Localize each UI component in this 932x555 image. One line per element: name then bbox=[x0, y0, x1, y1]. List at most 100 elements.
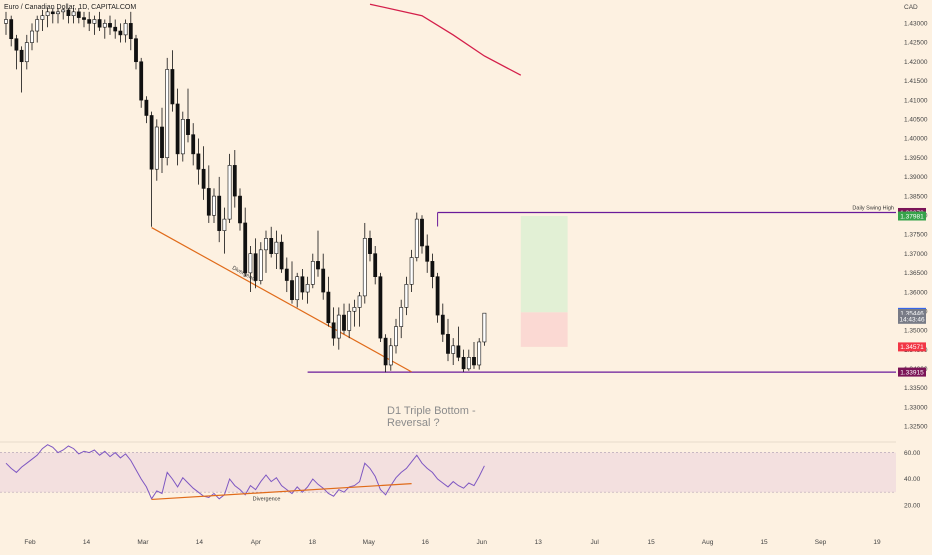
candle-body bbox=[357, 295, 362, 308]
candle bbox=[347, 303, 352, 339]
price-tick-label: 1.41000 bbox=[904, 97, 928, 104]
candle bbox=[40, 9, 45, 32]
candle-body bbox=[404, 284, 409, 308]
price-tick-label: 1.33000 bbox=[904, 404, 928, 411]
candle-body bbox=[217, 195, 222, 231]
candle-body bbox=[258, 249, 263, 281]
candle-body bbox=[71, 11, 76, 16]
candle bbox=[482, 312, 487, 346]
candle bbox=[9, 15, 14, 47]
candle-body bbox=[9, 19, 14, 40]
date-tick-label: 15 bbox=[648, 539, 656, 546]
candle-body bbox=[331, 322, 336, 339]
candle bbox=[170, 50, 175, 112]
candle bbox=[388, 338, 393, 371]
rsi-pane: Divergence 60.00 40.00 20.00 bbox=[0, 444, 921, 510]
candle-body bbox=[165, 69, 170, 159]
candle-body bbox=[24, 42, 29, 63]
candle-body bbox=[316, 261, 320, 270]
price-tick-label: 1.36000 bbox=[904, 289, 928, 296]
candle-body bbox=[238, 195, 242, 224]
candle-body bbox=[45, 11, 50, 16]
price-tag-label: 14:43:46 bbox=[899, 317, 925, 324]
date-tick-label: 14 bbox=[83, 539, 91, 546]
candle bbox=[123, 19, 128, 43]
candle bbox=[149, 111, 154, 227]
candle-body bbox=[92, 19, 97, 24]
price-tick-label: 1.37500 bbox=[904, 232, 928, 239]
candle bbox=[76, 8, 81, 24]
rsi-line bbox=[5, 444, 485, 500]
candle-body bbox=[108, 23, 112, 28]
candle-body bbox=[134, 38, 138, 63]
candle-body bbox=[409, 257, 414, 285]
candle bbox=[414, 212, 419, 262]
candle-body bbox=[191, 134, 196, 155]
candle-body bbox=[430, 261, 435, 277]
candle-body bbox=[461, 357, 466, 370]
candle bbox=[279, 234, 284, 273]
date-tick-label: 13 bbox=[535, 539, 543, 546]
candle-body bbox=[14, 38, 19, 51]
price-tick-label: 1.32500 bbox=[904, 424, 928, 431]
candle bbox=[82, 11, 86, 28]
candle bbox=[248, 245, 253, 293]
candle-body bbox=[368, 238, 372, 254]
candle-body bbox=[19, 49, 24, 63]
candle bbox=[258, 242, 263, 285]
candle-body bbox=[420, 218, 424, 247]
candle bbox=[102, 19, 107, 39]
candle bbox=[14, 34, 19, 70]
price-tick-label: 1.43000 bbox=[904, 21, 928, 28]
candle-body bbox=[123, 23, 128, 36]
candle bbox=[425, 234, 430, 273]
candle bbox=[310, 253, 315, 289]
candle bbox=[404, 276, 409, 316]
candle bbox=[35, 15, 40, 43]
candle bbox=[180, 111, 185, 162]
price-tag-bg bbox=[898, 211, 926, 221]
price-tick-label: 1.36500 bbox=[904, 270, 928, 277]
candle-body bbox=[383, 337, 388, 366]
candle bbox=[435, 272, 440, 323]
candle-body bbox=[243, 222, 248, 274]
candle bbox=[284, 257, 289, 293]
candle-body bbox=[170, 69, 175, 105]
candle-body bbox=[87, 19, 92, 24]
candle-body bbox=[113, 26, 118, 32]
candle-body bbox=[154, 126, 159, 170]
time-axis: Feb 14 Mar 14 Apr 18 May 16 Jun 13 Jul 15 Aug 15 Sep 19 bbox=[24, 539, 881, 546]
candle-body bbox=[139, 61, 144, 101]
candle bbox=[50, 8, 55, 24]
candle bbox=[477, 338, 482, 370]
candle bbox=[383, 334, 388, 373]
candle bbox=[134, 34, 138, 70]
candle bbox=[253, 238, 258, 289]
date-tick-label: Jun bbox=[476, 539, 487, 546]
candle bbox=[295, 272, 300, 308]
candle-body bbox=[201, 168, 206, 189]
candle-body bbox=[274, 241, 279, 254]
annotation-line: Reversal ? bbox=[387, 417, 440, 429]
candle bbox=[420, 215, 424, 254]
candle bbox=[186, 88, 190, 143]
price-tag: 1.35446 bbox=[898, 308, 926, 318]
candle bbox=[409, 249, 414, 293]
date-tick-label: 15 bbox=[760, 539, 768, 546]
date-tick-label: 19 bbox=[873, 539, 881, 546]
price-tag: 1.33915 bbox=[898, 367, 926, 377]
candle-body bbox=[50, 11, 55, 15]
candle-body bbox=[128, 23, 133, 40]
candle bbox=[238, 188, 242, 231]
candle-body bbox=[425, 245, 430, 262]
candle-body bbox=[212, 195, 216, 216]
candle-body bbox=[336, 314, 341, 339]
price-tag-label: 1.37981 bbox=[900, 213, 924, 220]
candle bbox=[466, 349, 471, 371]
candle bbox=[472, 341, 476, 369]
candle-body bbox=[310, 261, 315, 285]
candle bbox=[336, 307, 341, 350]
candle bbox=[201, 146, 206, 200]
candle-body bbox=[175, 103, 180, 155]
candle bbox=[128, 11, 133, 51]
